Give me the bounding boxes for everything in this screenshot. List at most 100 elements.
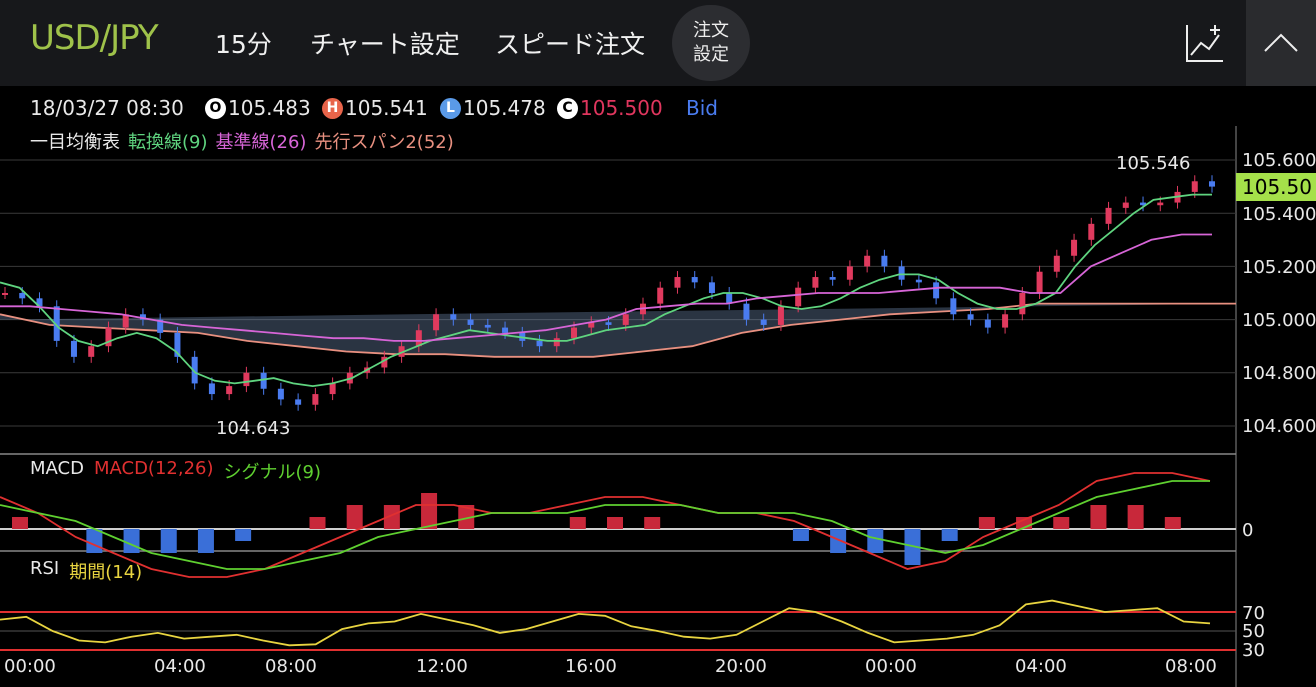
macd-histogram-bar xyxy=(309,517,326,529)
order-settings-button[interactable]: 注文 設定 xyxy=(672,5,750,81)
candle-body xyxy=(502,327,509,333)
candle-body xyxy=(691,277,698,283)
macd-zero-tick: 0 xyxy=(1242,520,1254,541)
macd-histogram-bar xyxy=(867,529,884,553)
time-tick: 12:00 xyxy=(416,656,468,677)
chart-canvas[interactable] xyxy=(0,126,1316,687)
candle-body xyxy=(450,314,457,320)
speed-order-button[interactable]: スピード注文 xyxy=(495,30,646,59)
macd-histogram-bar xyxy=(197,529,214,553)
collapse-button[interactable] xyxy=(1246,0,1316,86)
macd-histogram-bar xyxy=(421,493,438,529)
high-value: H 105.541 xyxy=(322,96,428,120)
macd-histogram-bar xyxy=(458,505,475,529)
macd-histogram-bar xyxy=(830,529,847,553)
candle-body xyxy=(329,383,336,395)
ichimoku-legend: 一目均衡表 転換線(9) 基準線(26) 先行スパン2(52) xyxy=(30,128,454,154)
candle-body xyxy=(398,346,405,357)
candle-body xyxy=(105,327,112,347)
candle-body xyxy=(812,277,819,288)
candle-body xyxy=(277,388,284,400)
time-tick: 00:00 xyxy=(4,656,56,677)
min-price-annotation: 104.643 xyxy=(216,418,291,439)
open-value: O 105.483 xyxy=(205,96,311,120)
low-price: 105.478 xyxy=(463,96,546,120)
candle-body xyxy=(657,287,664,304)
candle-body xyxy=(467,319,474,325)
candle-body xyxy=(19,293,26,299)
add-indicator-button[interactable] xyxy=(1170,0,1240,86)
macd-label: MACD(12,26) xyxy=(93,458,214,479)
candle-body xyxy=(760,319,767,325)
price-tick: 105.000 xyxy=(1242,310,1316,331)
chevron-up-icon xyxy=(1264,33,1298,52)
candle-body xyxy=(605,322,612,325)
candle-body xyxy=(415,330,422,347)
rsi-line xyxy=(0,599,1211,647)
candle-body xyxy=(53,306,60,341)
timeframe-selector[interactable]: 15分 xyxy=(215,30,272,59)
candle-body xyxy=(208,383,215,395)
ichimoku-cloud xyxy=(0,303,1236,357)
macd-histogram-bar xyxy=(792,529,809,541)
close-price: 105.500 xyxy=(580,96,663,120)
kijun-line xyxy=(0,233,1212,342)
candle-body xyxy=(1122,202,1129,208)
candle-body xyxy=(588,322,595,328)
candle-body xyxy=(743,303,750,320)
macd-histogram-bar xyxy=(607,517,623,529)
macd-histogram-bar xyxy=(123,529,140,553)
candle-body xyxy=(864,255,871,267)
close-badge: C xyxy=(557,97,578,119)
macd-histogram-bar xyxy=(346,505,363,529)
candle-body xyxy=(312,394,319,405)
candle-body xyxy=(295,399,302,405)
candle-body xyxy=(1088,223,1095,240)
macd-histogram-bar xyxy=(569,517,586,529)
time-tick: 04:00 xyxy=(154,656,206,677)
signal-label: シグナル(9) xyxy=(223,462,322,483)
rsi-tick-50: 50 xyxy=(1242,621,1265,642)
candle-body xyxy=(984,319,991,328)
rsi-period-label: 期間(14) xyxy=(69,562,143,583)
close-value: C 105.500 xyxy=(557,96,663,120)
macd-histogram-bar xyxy=(160,529,177,553)
macd-histogram-bar xyxy=(1127,505,1144,529)
macd-histogram-bar xyxy=(1053,517,1070,529)
low-value: L 105.478 xyxy=(440,96,546,120)
candle-body xyxy=(795,287,802,307)
candle-body xyxy=(260,372,267,389)
candle-body xyxy=(708,282,715,293)
max-price-annotation: 105.546 xyxy=(1116,153,1191,174)
rsi-name: RSI xyxy=(30,558,60,579)
candle-body xyxy=(157,319,164,333)
candle-body xyxy=(433,314,440,331)
top-toolbar: USD/JPY 15分 チャート設定 スピード注文 注文 設定 xyxy=(0,0,1316,86)
macd-histogram-bar xyxy=(904,529,921,565)
macd-histogram-bar xyxy=(978,517,995,529)
macd-legend: MACD MACD(12,26) シグナル(9) xyxy=(30,458,321,484)
candle-body xyxy=(2,293,8,295)
candle-body xyxy=(915,279,922,283)
bar-datetime: 18/03/27 08:30 xyxy=(30,96,184,120)
span2-label: 先行スパン2(52) xyxy=(314,132,454,153)
currency-pair-selector[interactable]: USD/JPY xyxy=(30,18,159,58)
candle-body xyxy=(484,324,491,328)
rsi-tick-30: 30 xyxy=(1242,640,1265,661)
kijun-label: 基準線(26) xyxy=(215,132,307,153)
candle-body xyxy=(1053,255,1060,272)
candle-body xyxy=(829,277,836,280)
macd-histogram-bar xyxy=(383,505,400,529)
candle-body xyxy=(139,314,146,320)
price-tick: 104.600 xyxy=(1242,416,1316,437)
macd-histogram-bar xyxy=(1090,505,1107,529)
candle-body xyxy=(536,340,543,347)
candle-body xyxy=(846,266,853,280)
macd-name: MACD xyxy=(30,458,84,479)
chart-settings-button[interactable]: チャート設定 xyxy=(310,30,460,59)
candle-body xyxy=(88,346,95,357)
candle-body xyxy=(777,306,784,325)
candle-body xyxy=(1140,202,1147,206)
candle-body xyxy=(622,314,629,325)
candle-body xyxy=(933,282,940,299)
